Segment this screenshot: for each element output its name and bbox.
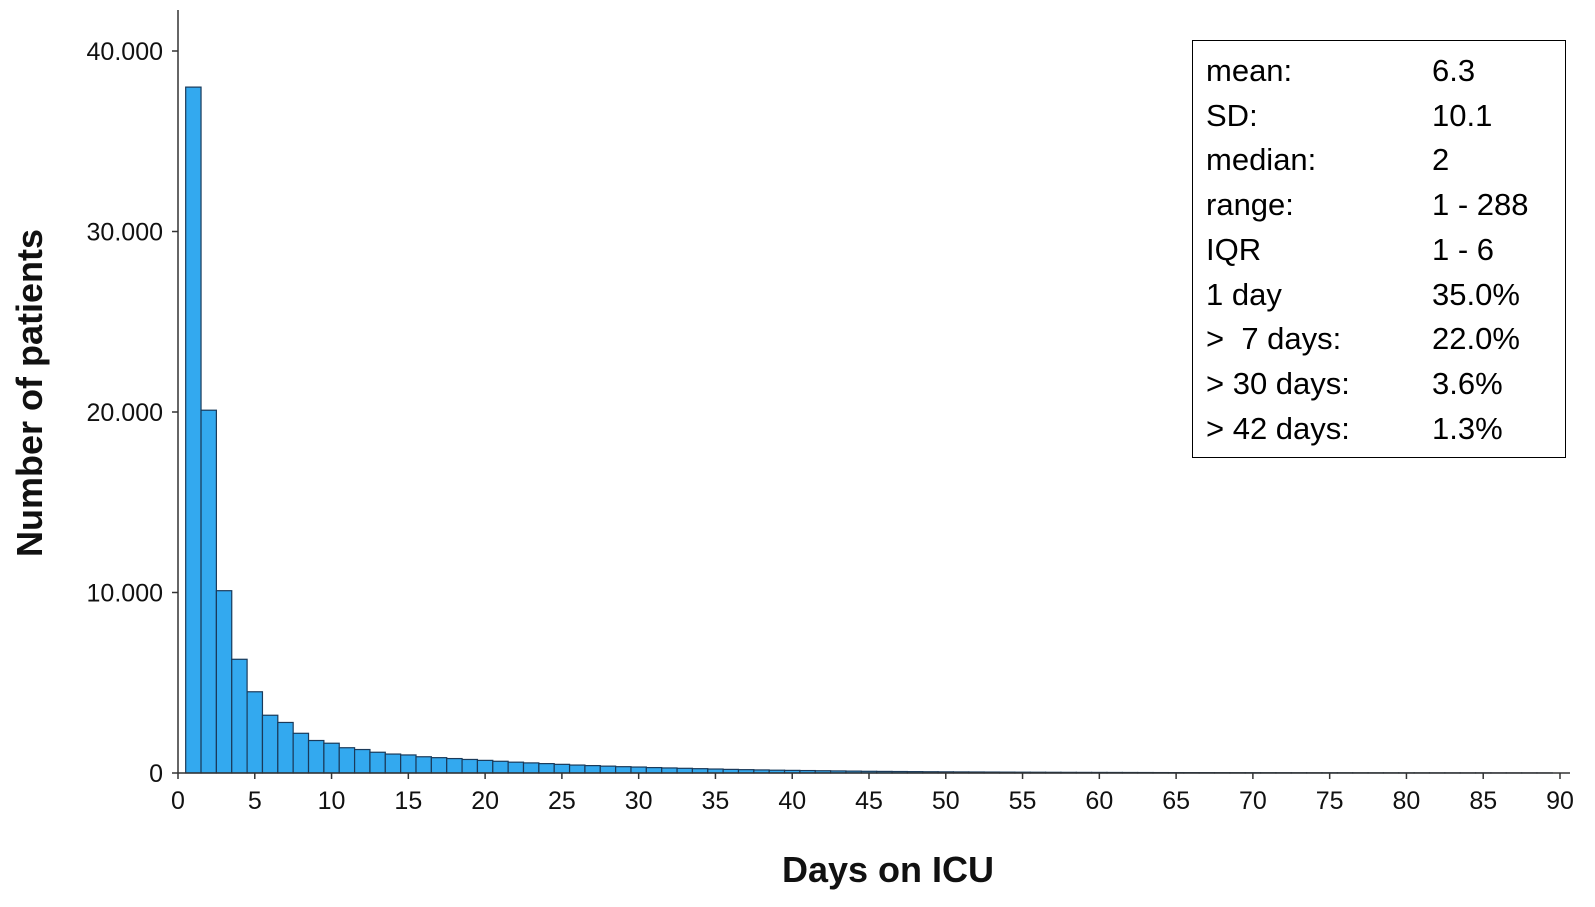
y-axis-title: Number of patients <box>9 229 50 557</box>
stat-label: 1 day <box>1206 273 1282 317</box>
stat-label: median: <box>1206 138 1316 182</box>
histogram-bar <box>508 762 523 773</box>
stat-value: 1.3% <box>1432 407 1503 451</box>
histogram-bar <box>385 754 400 773</box>
histogram-bar <box>539 764 554 773</box>
x-tick-label: 90 <box>1546 787 1574 815</box>
stat-row: median: 2 <box>1206 138 1556 182</box>
x-tick-label: 45 <box>855 787 883 815</box>
stat-label: mean: <box>1206 49 1292 93</box>
y-tick-label: 40.000 <box>87 38 163 66</box>
histogram-bar <box>201 410 216 773</box>
stat-row: > 7 days: 22.0% <box>1206 317 1556 361</box>
histogram-bar <box>477 760 492 773</box>
histogram-bar <box>401 755 416 773</box>
stat-label: SD: <box>1206 94 1258 138</box>
stat-value: 1 - 288 <box>1432 183 1529 227</box>
stat-value: 3.6% <box>1432 362 1503 406</box>
histogram-bar <box>416 757 431 773</box>
stat-label: range: <box>1206 183 1294 227</box>
y-tick-label: 10.000 <box>87 580 163 608</box>
x-tick-label: 40 <box>778 787 806 815</box>
histogram-bar <box>370 752 385 773</box>
stat-row: range: 1 - 288 <box>1206 183 1556 227</box>
x-tick-label: 75 <box>1316 787 1344 815</box>
histogram-bar <box>324 743 339 773</box>
stat-row: > 30 days: 3.6% <box>1206 362 1556 406</box>
histogram-bar <box>662 768 677 773</box>
x-tick-label: 20 <box>471 787 499 815</box>
stat-row: SD: 10.1 <box>1206 94 1556 138</box>
x-tick-label: 50 <box>932 787 960 815</box>
x-tick-label: 85 <box>1469 787 1497 815</box>
x-tick-label: 35 <box>702 787 730 815</box>
x-tick-label: 30 <box>625 787 653 815</box>
stat-row: 1 day 35.0% <box>1206 273 1556 317</box>
histogram-bar <box>616 767 631 773</box>
x-tick-label: 55 <box>1009 787 1037 815</box>
histogram-bar <box>570 765 585 773</box>
x-tick-label: 5 <box>248 787 262 815</box>
stat-label: > 7 days: <box>1206 317 1341 361</box>
x-tick-label: 10 <box>318 787 346 815</box>
stat-label: IQR <box>1206 228 1261 272</box>
x-tick-label: 0 <box>171 787 185 815</box>
histogram-bar <box>309 741 324 773</box>
stat-label: > 42 days: <box>1206 407 1350 451</box>
histogram-bar <box>631 767 646 773</box>
histogram-bar <box>600 766 615 773</box>
histogram-bar <box>262 715 277 773</box>
x-tick-label: 60 <box>1085 787 1113 815</box>
stat-value: 22.0% <box>1432 317 1520 361</box>
stat-value: 2 <box>1432 138 1449 182</box>
stat-value: 6.3 <box>1432 49 1475 93</box>
stat-value: 35.0% <box>1432 273 1520 317</box>
histogram-bar <box>293 733 308 773</box>
histogram-bar <box>431 758 446 773</box>
histogram-bar <box>447 759 462 773</box>
y-tick-label: 20.000 <box>87 399 163 427</box>
stat-label: > 30 days: <box>1206 362 1350 406</box>
x-tick-label: 65 <box>1162 787 1190 815</box>
histogram-bar <box>278 722 293 773</box>
histogram-bar <box>646 768 661 773</box>
histogram-bar <box>554 764 569 773</box>
histogram-bar <box>585 766 600 773</box>
x-tick-label: 25 <box>548 787 576 815</box>
y-tick-label: 0 <box>149 760 163 788</box>
histogram-bar <box>216 591 231 773</box>
histogram-bar <box>493 761 508 773</box>
stat-value: 10.1 <box>1432 94 1492 138</box>
stat-value: 1 - 6 <box>1432 228 1494 272</box>
x-axis-title: Days on ICU <box>782 849 994 890</box>
histogram-bar <box>355 750 370 773</box>
y-tick-label: 30.000 <box>87 219 163 247</box>
x-tick-label: 70 <box>1239 787 1267 815</box>
x-tick-label: 15 <box>394 787 422 815</box>
histogram-bar <box>232 659 247 773</box>
stat-row: > 42 days: 1.3% <box>1206 407 1556 451</box>
stat-row: IQR 1 - 6 <box>1206 228 1556 272</box>
histogram-bar <box>186 87 201 773</box>
histogram-bar <box>462 759 477 773</box>
x-tick-label: 80 <box>1393 787 1421 815</box>
histogram-bar <box>339 748 354 773</box>
stat-row: mean: 6.3 <box>1206 49 1556 93</box>
histogram-bar <box>524 763 539 773</box>
histogram-bar <box>247 692 262 773</box>
